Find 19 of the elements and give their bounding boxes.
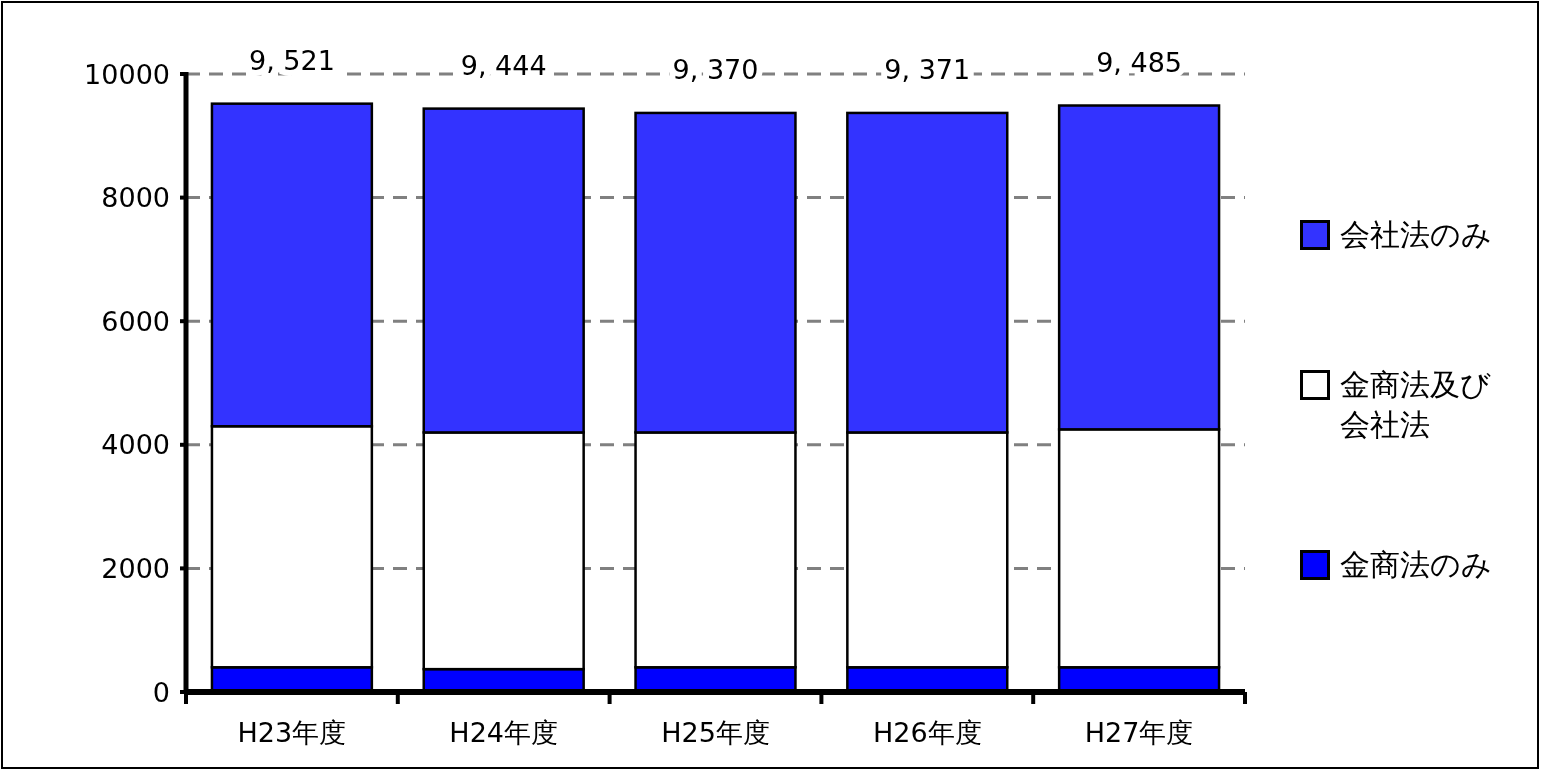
x-tick-label: H25年度 bbox=[661, 716, 770, 748]
x-tick-label: H24年度 bbox=[449, 716, 559, 748]
y-tick-label: 0 bbox=[152, 676, 170, 708]
y-tick-label: 8000 bbox=[101, 182, 170, 214]
y-tick-label: 4000 bbox=[101, 429, 170, 461]
total-label: 9, 370 bbox=[672, 53, 759, 85]
total-label: 9, 371 bbox=[884, 53, 971, 85]
legend-label: 金商法のみ bbox=[1340, 546, 1493, 584]
total-label: 9, 485 bbox=[1096, 46, 1183, 78]
legend-label: 会社法のみ bbox=[1340, 216, 1493, 254]
y-tick-label: 2000 bbox=[101, 552, 170, 584]
legend-label: 金商法及び会社法 bbox=[1340, 366, 1492, 444]
y-tick-label: 6000 bbox=[101, 305, 170, 337]
x-tick-label: H23年度 bbox=[237, 716, 347, 748]
total-label: 9, 444 bbox=[460, 49, 547, 81]
total-label: 9, 521 bbox=[248, 44, 335, 76]
x-tick-label: H26年度 bbox=[872, 716, 982, 748]
x-tick-label: H27年度 bbox=[1084, 716, 1194, 748]
y-tick-label: 10000 bbox=[84, 58, 170, 90]
